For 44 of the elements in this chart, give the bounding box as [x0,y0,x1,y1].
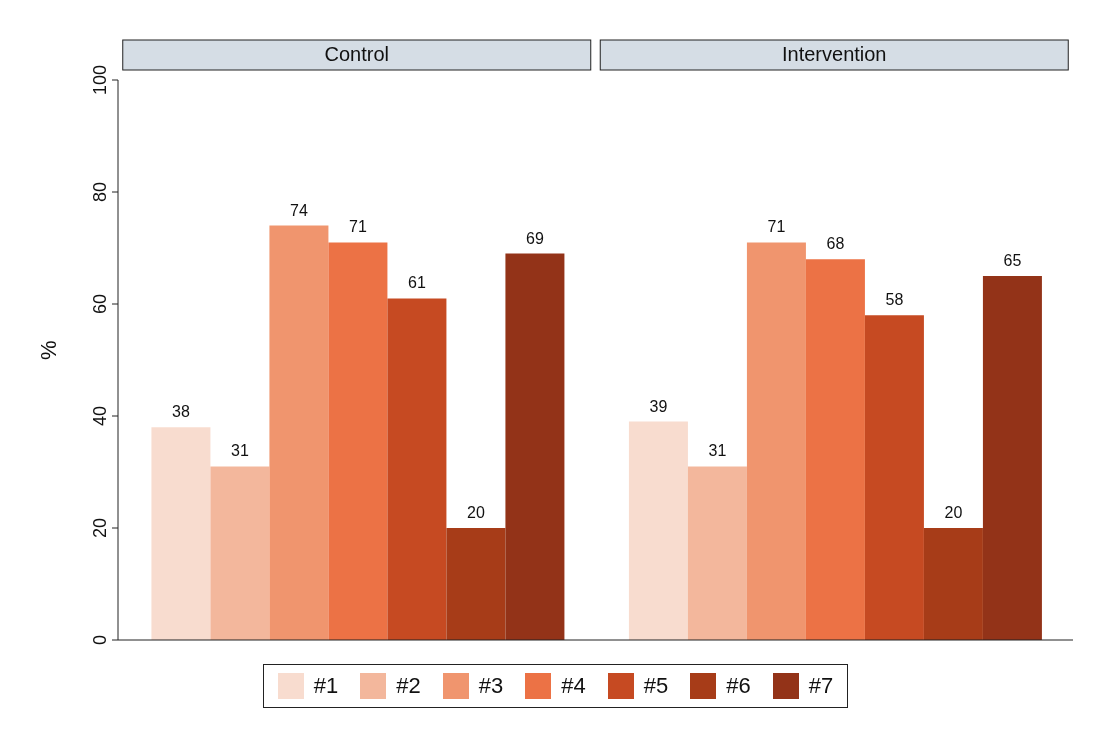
data-label: 20 [467,504,485,521]
bar [864,315,924,640]
y-tick-label: 80 [90,181,110,203]
bar [446,528,506,640]
bar [805,259,865,640]
data-label: 61 [408,274,426,292]
bar [628,421,688,640]
y-tick-label: 0 [90,634,110,646]
data-label: 39 [649,397,668,415]
data-label: 31 [708,442,727,460]
bar [982,276,1042,640]
bar [269,225,329,640]
y-tick-label: 20 [90,517,110,539]
x-tick-label: Intervention [781,43,887,65]
data-label: 74 [290,201,308,219]
legend-label: #6 [726,673,751,699]
y-axis-title: % [35,340,61,360]
bar [505,253,565,640]
legend-label: #2 [396,673,421,699]
data-label: 71 [767,218,786,236]
legend-label: #5 [643,673,669,699]
legend-label: #1 [313,673,339,699]
data-label: 38 [172,403,190,421]
bar [151,427,211,640]
legend-label: #3 [478,673,504,699]
bar [746,242,806,640]
bar [923,528,983,640]
data-label: 68 [826,235,845,253]
data-label: 20 [944,504,963,521]
y-tick-label: 40 [90,405,110,427]
bar [210,466,270,640]
bar [687,466,747,640]
y-tick-label: 100 [90,64,110,96]
x-tick-label: Control [324,43,389,65]
legend-label: #4 [561,673,586,699]
data-label: 65 [1003,252,1022,269]
bar [328,242,388,640]
data-label: 31 [231,442,249,460]
legend-label: #7 [808,673,834,699]
y-tick-label: 60 [90,293,110,315]
data-label: 58 [885,291,904,309]
data-label: 69 [526,229,544,247]
bar [387,298,447,640]
data-label: 71 [349,218,367,236]
